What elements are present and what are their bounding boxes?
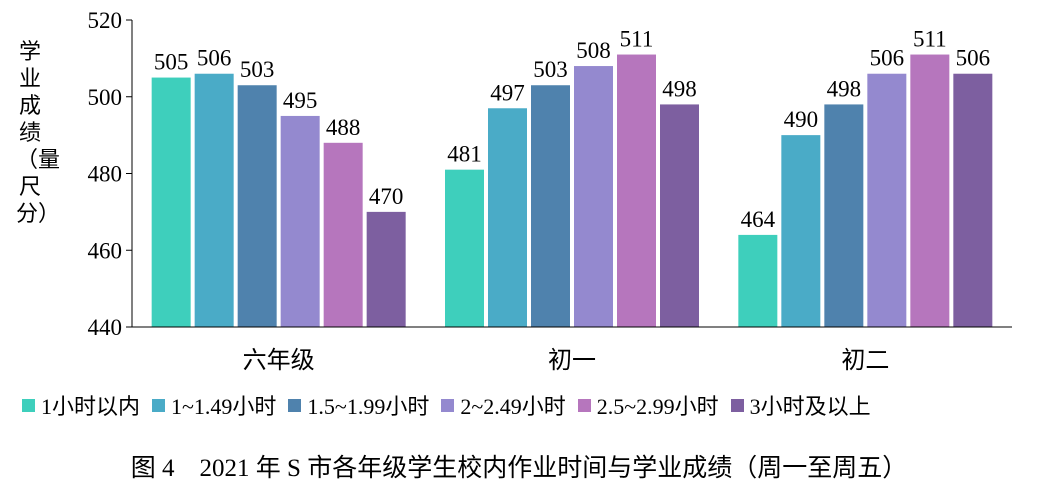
bar bbox=[237, 85, 277, 327]
y-axis-label: 学业成绩（量尺分） bbox=[16, 39, 61, 226]
legend-item: 1小时以内 bbox=[22, 389, 140, 421]
bar-value-label: 481 bbox=[447, 142, 482, 167]
legend-label: 2.5~2.99小时 bbox=[596, 394, 719, 419]
x-category-label: 初一 bbox=[548, 347, 596, 374]
bar-value-label: 498 bbox=[827, 76, 862, 101]
legend-swatch bbox=[441, 398, 455, 412]
bar-value-label: 490 bbox=[784, 107, 819, 132]
bar bbox=[824, 104, 864, 327]
y-tick-label: 460 bbox=[88, 238, 123, 263]
bar-value-label: 498 bbox=[662, 76, 697, 101]
legend-swatch bbox=[152, 398, 166, 412]
bar-value-label: 506 bbox=[197, 46, 232, 71]
bar bbox=[738, 234, 778, 327]
x-category-label: 初二 bbox=[841, 347, 889, 374]
bar-value-label: 506 bbox=[870, 46, 905, 71]
chart-plot: 440 460 480 500 520 505 506 503 495 488 470 六年级 481 4… bbox=[88, 8, 1012, 374]
bar bbox=[781, 135, 821, 327]
bar-value-label: 508 bbox=[576, 38, 611, 63]
x-category-label: 六年级 bbox=[243, 347, 315, 374]
legend-swatch bbox=[577, 398, 591, 412]
legend-item: 2.5~2.99小时 bbox=[577, 389, 719, 421]
legend-item: 1~1.49小时 bbox=[152, 389, 276, 421]
legend-label: 2~2.49小时 bbox=[460, 394, 566, 419]
bar-value-label: 503 bbox=[533, 57, 568, 82]
bar bbox=[910, 54, 950, 327]
y-tick-label: 440 bbox=[88, 315, 123, 340]
bar-value-label: 511 bbox=[620, 27, 654, 52]
bar bbox=[953, 73, 993, 327]
bar bbox=[617, 54, 656, 327]
bar bbox=[660, 104, 699, 327]
legend-label: 1小时以内 bbox=[41, 394, 141, 419]
legend-swatch bbox=[288, 398, 302, 412]
bar-value-label: 511 bbox=[913, 27, 947, 52]
bar-value-label: 464 bbox=[741, 207, 776, 232]
bar-value-label: 488 bbox=[326, 115, 361, 140]
bar bbox=[151, 77, 191, 327]
bar-value-label: 470 bbox=[369, 184, 404, 209]
bar bbox=[280, 115, 320, 327]
bar bbox=[867, 73, 907, 327]
bar bbox=[323, 142, 363, 327]
bar-value-label: 497 bbox=[490, 80, 525, 105]
bar-value-label: 503 bbox=[240, 57, 275, 82]
bar bbox=[194, 73, 234, 327]
bar bbox=[488, 108, 527, 327]
chart-legend: 1小时以内 1~1.49小时 1.5~1.99小时 2~2.49小时 2.5~2.99小… bbox=[22, 389, 1032, 421]
bar-value-label: 505 bbox=[154, 50, 189, 75]
legend-label: 3小时及以上 bbox=[749, 394, 871, 419]
legend-item: 1.5~1.99小时 bbox=[288, 389, 429, 421]
bar bbox=[445, 169, 484, 327]
bar bbox=[531, 85, 570, 327]
legend-label: 1~1.49小时 bbox=[171, 394, 277, 419]
legend-swatch bbox=[730, 398, 744, 412]
y-tick-label: 480 bbox=[88, 162, 123, 187]
bar-value-label: 506 bbox=[956, 46, 991, 71]
y-tick-label: 500 bbox=[88, 85, 123, 110]
bar bbox=[574, 66, 613, 328]
legend-item: 3小时及以上 bbox=[730, 389, 871, 421]
legend-swatch bbox=[22, 398, 35, 412]
bar bbox=[366, 211, 406, 327]
legend-item: 2~2.49小时 bbox=[441, 389, 566, 421]
bar-value-label: 495 bbox=[283, 88, 318, 113]
y-tick-label: 520 bbox=[88, 8, 123, 33]
legend-label: 1.5~1.99小时 bbox=[307, 394, 430, 419]
figure-caption: 图 4 2021 年 S 市各年级学生校内作业时间与学业成绩（周一至周五） bbox=[130, 455, 908, 482]
